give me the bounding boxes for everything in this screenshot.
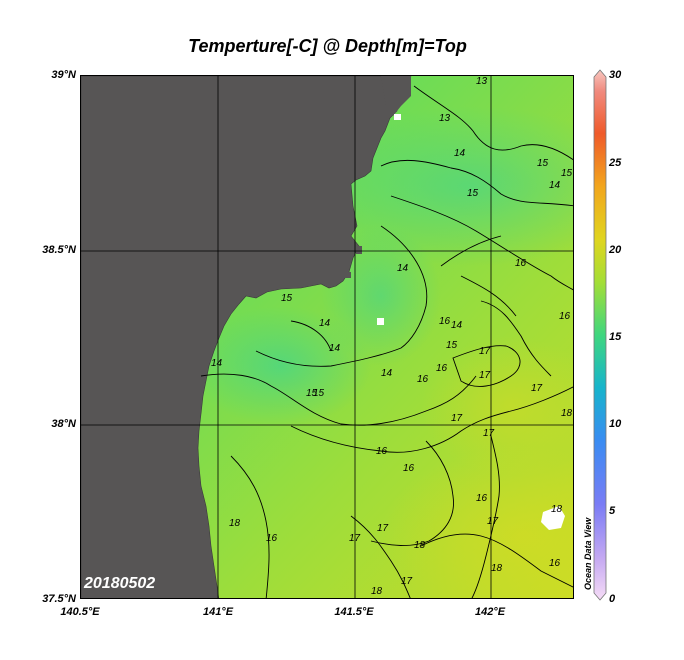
contour-label: 15 xyxy=(561,168,573,179)
land-mass xyxy=(81,76,412,598)
contour-label: 15 xyxy=(446,340,458,351)
missing-data-1 xyxy=(394,114,401,120)
map-svg: 13 13 14 15 15 15 14 16 15 16 16 14 14 1… xyxy=(81,76,573,598)
contour-label: 16 xyxy=(376,446,388,457)
contour-label: 17 xyxy=(349,533,361,544)
contour-label: 16 xyxy=(417,374,429,385)
contour-label: 16 xyxy=(549,558,561,569)
contour-label: 14 xyxy=(329,343,341,354)
contour-label: 18 xyxy=(414,540,426,551)
missing-data-2 xyxy=(377,318,384,325)
graticule xyxy=(81,76,573,598)
colorbar-tick-15: 15 xyxy=(609,331,622,343)
contour-label: 13 xyxy=(439,113,451,124)
cool-patch-coast xyxy=(191,306,371,426)
y-tick-39n: 39°N xyxy=(51,69,76,81)
islet-2 xyxy=(343,272,351,278)
contour-label: 17 xyxy=(479,346,491,357)
contour-label: 15 xyxy=(313,388,325,399)
contour-label: 15 xyxy=(537,158,549,169)
contour-label: 16 xyxy=(559,311,571,322)
x-tick-142e: 142°E xyxy=(474,606,506,618)
contour-label: 17 xyxy=(483,428,495,439)
map-title: Temperture[-C] @ Depth[m]=Top xyxy=(188,36,467,56)
colorbar-tick-0: 0 xyxy=(609,593,616,605)
map-panel[interactable]: 13 13 14 15 15 15 14 16 15 16 16 14 14 1… xyxy=(80,75,574,599)
x-tick-141-5e: 141.5°E xyxy=(334,606,374,618)
contour-label: 16 xyxy=(515,258,527,269)
contour-label: 14 xyxy=(549,180,561,191)
contour-label: 16 xyxy=(439,316,451,327)
contour-label: 18 xyxy=(561,408,573,419)
warm-patch-se xyxy=(381,446,573,598)
contour-label: 17 xyxy=(479,370,491,381)
contour-label: 14 xyxy=(211,358,223,369)
contour-label: 18 xyxy=(491,563,503,574)
date-stamp: 20180502 xyxy=(84,575,156,592)
contour-label: 17 xyxy=(451,413,463,424)
contour-label: 18 xyxy=(371,586,383,597)
colorbar-tick-20: 20 xyxy=(609,244,622,256)
contour-label: 14 xyxy=(451,320,463,331)
contour-label: 14 xyxy=(454,148,466,159)
contour-label: 15 xyxy=(281,293,293,304)
warm-patch-e xyxy=(421,336,573,476)
contour-label: 15 xyxy=(306,388,318,399)
contour-label: 16 xyxy=(436,363,448,374)
contour-label: 14 xyxy=(397,263,409,274)
contour-label: 14 xyxy=(319,318,331,329)
missing-data-3 xyxy=(541,506,565,530)
colorbar xyxy=(593,69,607,601)
y-tick-38-5n: 38.5°N xyxy=(42,244,76,256)
contour-label: 16 xyxy=(403,463,415,474)
y-tick-37-5n: 37.5°N xyxy=(42,593,76,605)
colorbar-tick-30: 30 xyxy=(609,69,622,81)
contour-label: 17 xyxy=(531,383,543,394)
peninsula-tip xyxy=(381,76,411,116)
contour-label: 18 xyxy=(229,518,241,529)
contour-label: 14 xyxy=(381,368,393,379)
y-tick-38n: 38°N xyxy=(51,418,76,430)
colorbar-tick-10: 10 xyxy=(609,418,622,430)
contour-label: 17 xyxy=(377,523,389,534)
colorbar-tick-25: 25 xyxy=(609,157,622,169)
contour-label: 16 xyxy=(266,533,278,544)
contour-lines xyxy=(200,85,573,598)
contour-label: 13 xyxy=(476,76,488,87)
contour-label-group: 13 13 14 15 15 15 14 16 15 16 16 14 14 1… xyxy=(211,76,573,597)
contour-label: 16 xyxy=(476,493,488,504)
x-tick-140-5e: 140.5°E xyxy=(60,606,100,618)
contour-label: 18 xyxy=(551,504,563,515)
contour-label: 17 xyxy=(401,576,413,587)
contour-label: 15 xyxy=(467,188,479,199)
islet-1 xyxy=(356,246,362,254)
colorbar-tick-5: 5 xyxy=(609,505,616,517)
contour-label: 17 xyxy=(487,516,499,527)
x-tick-141e: 141°E xyxy=(202,606,234,618)
